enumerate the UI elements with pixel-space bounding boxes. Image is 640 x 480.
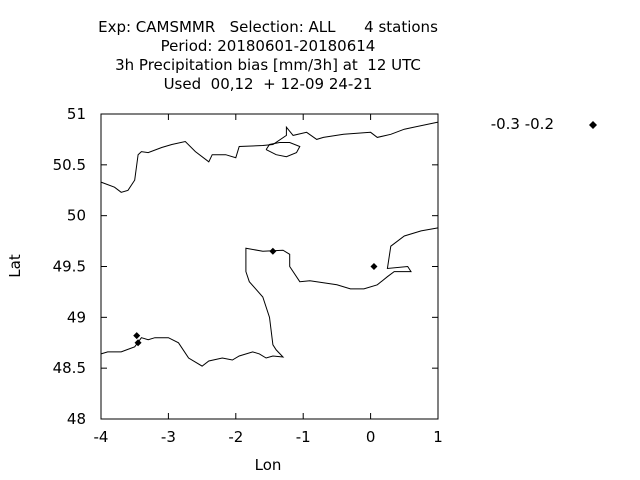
data-point-diamond	[269, 247, 277, 255]
data-point-diamond	[133, 332, 141, 340]
legend: -0.3 -0.2	[491, 115, 597, 133]
chart-title-line-2: Period: 20180601-20180614	[161, 37, 376, 55]
x-tick-label: -1	[296, 428, 311, 446]
legend-marker-diamond-icon	[589, 121, 597, 129]
x-axis-label: Lon	[255, 456, 282, 474]
x-tick-label: 0	[366, 428, 376, 446]
chart-title-line-4: Used 00,12 + 12-09 24-21	[164, 75, 373, 93]
coastline-2	[100, 227, 439, 367]
data-point-diamond	[370, 263, 378, 270]
data-points	[133, 247, 378, 347]
x-tick-label: -3	[161, 428, 176, 446]
y-tick-label: 48	[67, 410, 86, 428]
data-point-diamond	[134, 339, 142, 347]
y-tick-label: 48.5	[53, 359, 86, 377]
y-tick-label: 49	[67, 308, 86, 326]
coastline-1	[265, 142, 301, 158]
legend-label: -0.3 -0.2	[491, 115, 554, 133]
y-tick-label: 50.5	[53, 156, 86, 174]
y-tick-label: 49.5	[53, 258, 86, 276]
x-tick-label: -4	[94, 428, 109, 446]
chart-title-line-3: 3h Precipitation bias [mm/3h] at 12 UTC	[115, 56, 421, 74]
coastline-layer	[100, 121, 439, 367]
chart-title-line-1: Exp: CAMSMMR Selection: ALL 4 stations	[98, 18, 438, 36]
x-tick-label: 1	[433, 428, 443, 446]
y-axis-label: Lat	[6, 254, 24, 278]
y-tick-label: 50	[67, 207, 86, 225]
y-axis: 48 48.5 49 49.5 50 50.5 51	[53, 105, 438, 428]
x-axis: -4 -3 -2 -1 0 1	[94, 114, 443, 446]
x-tick-label: -2	[228, 428, 243, 446]
y-tick-label: 51	[67, 105, 86, 123]
coastline-0	[100, 121, 439, 193]
